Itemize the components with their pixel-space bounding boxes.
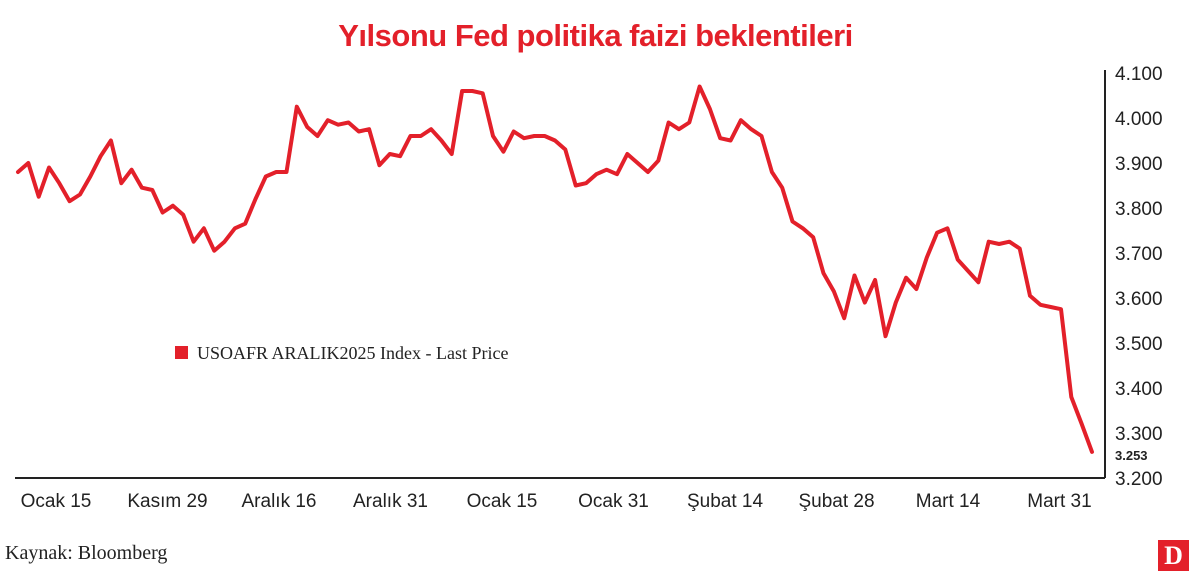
x-tick-label: Ocak 15 — [467, 491, 538, 512]
last-value-label: 3.253 — [1115, 448, 1148, 463]
x-tick-label: Kasım 29 — [127, 491, 207, 512]
x-tick-label: Mart 31 — [1027, 491, 1091, 512]
legend-swatch — [175, 346, 188, 359]
y-tick-label: 3.200 — [1115, 469, 1163, 490]
x-tick-label: Ocak 15 — [21, 491, 92, 512]
brand-logo: D — [1158, 540, 1189, 571]
x-tick-label: Aralık 31 — [353, 491, 428, 512]
source-note: Kaynak: Bloomberg — [5, 542, 168, 564]
y-axis-ticks: 3.200 3.300 3.400 3.500 3.600 3.700 3.800 3.900… — [1115, 64, 1163, 490]
x-tick-label: Aralık 16 — [242, 491, 317, 512]
series-group — [16, 84, 1094, 454]
x-tick-label: Şubat 14 — [687, 491, 763, 512]
y-tick-label: 3.300 — [1115, 424, 1163, 445]
y-tick-label: 3.600 — [1115, 289, 1163, 310]
y-tick-label: 3.800 — [1115, 199, 1163, 220]
chart-title: Yılsonu Fed politika faizi beklentileri — [338, 18, 853, 53]
x-tick-label: Ocak 31 — [578, 491, 649, 512]
y-tick-label: 4.100 — [1115, 64, 1163, 85]
x-tick-label: Mart 14 — [916, 491, 981, 512]
y-tick-label: 3.500 — [1115, 334, 1163, 355]
legend: USOAFR ARALIK2025 Index - Last Price — [175, 343, 508, 363]
y-tick-label: 3.900 — [1115, 154, 1163, 175]
x-tick-label: Şubat 28 — [798, 491, 874, 512]
y-tick-label: 3.400 — [1115, 379, 1163, 400]
x-axis-ticks: Ocak 15 Kasım 29 Aralık 16 Aralık 31 Ocak 15… — [21, 491, 1092, 512]
series-line — [16, 84, 1094, 454]
y-tick-label: 3.700 — [1115, 244, 1163, 265]
y-tick-label: 4.000 — [1115, 109, 1163, 130]
legend-entry: USOAFR ARALIK2025 Index - Last Price — [197, 343, 508, 363]
